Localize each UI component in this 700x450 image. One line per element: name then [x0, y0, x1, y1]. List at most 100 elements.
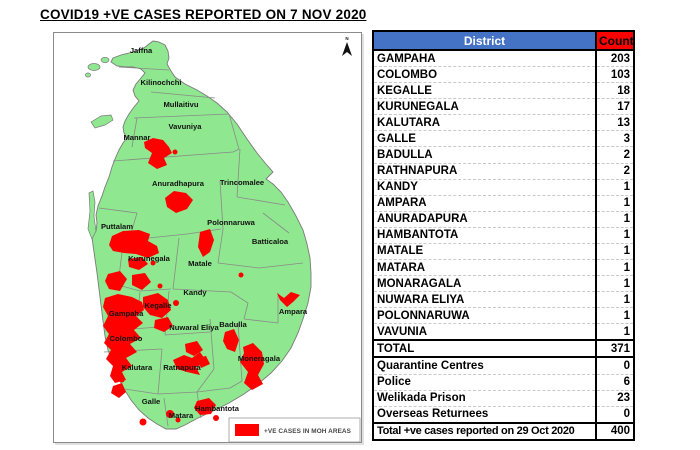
count-cell: 1 — [596, 275, 634, 292]
count-column-header: Count — [596, 31, 634, 51]
district-cell: AMPARA — [373, 194, 597, 212]
table-row: COLOMBO 103 — [373, 66, 634, 83]
district-label: Polonnaruwa — [207, 218, 255, 227]
count-cell: 1 — [596, 194, 634, 212]
count-cell: 1 — [596, 226, 634, 244]
district-cell: KEGALLE — [373, 82, 597, 99]
table-row: Total +ve cases reported on 29 Oct 2020 4… — [373, 421, 634, 440]
count-cell: 2 — [596, 146, 634, 164]
district-label: Batticaloa — [252, 237, 289, 246]
district-cell: GALLE — [373, 130, 597, 147]
count-cell: 1 — [596, 323, 634, 341]
district-label: Ampara — [279, 307, 308, 316]
covid-positive-area-patches — [103, 138, 300, 426]
district-cell: TOTAL — [373, 339, 597, 359]
district-label: Trincomalee — [220, 178, 264, 187]
count-cell: 18 — [596, 82, 634, 99]
table-row: HAMBANTOTA 1 — [373, 226, 634, 244]
sri-lanka-map-panel: Jaffna Kilinochchi Mullaitivu Vavuniya Manna… — [53, 32, 362, 443]
district-cell: POLONNARUWA — [373, 307, 597, 324]
count-cell: 0 — [596, 405, 634, 423]
district-column-header: District — [373, 31, 597, 51]
district-cell: ANURADAPURA — [373, 210, 597, 228]
table-header-row: District Count — [373, 31, 634, 51]
count-cell: 6 — [596, 373, 634, 391]
district-label: Kurunegala — [128, 254, 171, 263]
district-label: Anuradhapura — [152, 179, 205, 188]
district-label: Nuwaral Eliya — [169, 323, 219, 332]
table-row: ANURADAPURA 1 — [373, 210, 634, 228]
table-row: KANDY 1 — [373, 178, 634, 196]
offshore-islands — [85, 57, 114, 240]
district-label: Colombo — [110, 334, 143, 343]
district-cell: Quarantine Centres — [373, 356, 597, 375]
district-cell: BADULLA — [373, 146, 597, 164]
table-row: TOTAL 371 — [373, 339, 634, 359]
table-row: GALLE 3 — [373, 130, 634, 147]
district-label: Puttalam — [101, 222, 133, 231]
district-cell: MONARAGALA — [373, 275, 597, 292]
table-row: KALUTARA 13 — [373, 114, 634, 131]
district-label: Kandy — [183, 288, 207, 297]
district-label: Gampaha — [109, 309, 144, 318]
district-label: Mullaitivu — [163, 100, 198, 109]
district-label: Hambantota — [195, 404, 240, 413]
count-cell: 3 — [596, 130, 634, 147]
count-cell: 0 — [596, 356, 634, 375]
table-row: RATHNAPURA 2 — [373, 162, 634, 180]
district-label: Badulla — [219, 320, 247, 329]
district-label: Mannar — [123, 133, 150, 142]
count-cell: 1 — [596, 291, 634, 308]
district-label: Jaffna — [130, 46, 153, 55]
table-row: NUWARA ELIYA 1 — [373, 291, 634, 308]
district-cell: Overseas Returnees — [373, 405, 597, 423]
svg-text:N: N — [345, 36, 348, 41]
count-cell: 13 — [596, 114, 634, 131]
district-cell: Welikada Prison — [373, 389, 597, 407]
table-row: KEGALLE 18 — [373, 82, 634, 99]
legend-label: +VE CASES IN MOH AREAS — [264, 428, 352, 435]
district-label: Galle — [142, 397, 161, 406]
district-labels: Jaffna Kilinochchi Mullaitivu Vavuniya Manna… — [101, 46, 308, 420]
count-cell: 371 — [596, 339, 634, 359]
district-cell: GAMPAHA — [373, 49, 597, 67]
table-row: GAMPAHA 203 — [373, 49, 634, 67]
case-count-table: District Count GAMPAHA 203 COLOMBO 103 KEGAL… — [372, 30, 635, 441]
table-row: VAVUNIA 1 — [373, 323, 634, 341]
district-cell: MATARA — [373, 259, 597, 276]
table-row: MATALE 1 — [373, 242, 634, 260]
count-cell: 23 — [596, 389, 634, 407]
district-cell: COLOMBO — [373, 66, 597, 83]
district-label: Vavuniya — [169, 122, 203, 131]
case-table-body: GAMPAHA 203 COLOMBO 103 KEGALLE 18 KURUNEGALA 1… — [373, 49, 634, 440]
district-cell: Police — [373, 373, 597, 391]
count-cell: 400 — [596, 421, 634, 440]
table-row: Quarantine Centres 0 — [373, 356, 634, 375]
district-label: Kegalle — [144, 301, 171, 310]
district-cell: HAMBANTOTA — [373, 226, 597, 244]
district-label: Matara — [169, 411, 194, 420]
count-cell: 203 — [596, 49, 634, 67]
table-row: MATARA 1 — [373, 259, 634, 276]
district-cell: VAVUNIA — [373, 323, 597, 341]
district-cell: KALUTARA — [373, 114, 597, 131]
map-legend: +VE CASES IN MOH AREAS — [228, 417, 361, 442]
count-cell: 1 — [596, 307, 634, 324]
count-cell: 17 — [596, 98, 634, 115]
count-cell: 1 — [596, 259, 634, 276]
case-count-table-wrap: District Count GAMPAHA 203 COLOMBO 103 KEGAL… — [372, 30, 635, 441]
sri-lanka-map: Jaffna Kilinochchi Mullaitivu Vavuniya Manna… — [85, 36, 361, 442]
table-row: POLONNARUWA 1 — [373, 307, 634, 324]
district-cell: KURUNEGALA — [373, 98, 597, 115]
table-row: Overseas Returnees 0 — [373, 405, 634, 423]
count-cell: 1 — [596, 178, 634, 196]
count-cell: 1 — [596, 242, 634, 260]
table-row: Welikada Prison 23 — [373, 389, 634, 407]
count-cell: 103 — [596, 66, 634, 83]
district-label: Kilinochchi — [141, 78, 182, 87]
legend-swatch — [235, 424, 259, 436]
district-label: Ratnapura — [163, 363, 201, 372]
table-row: KURUNEGALA 17 — [373, 98, 634, 115]
count-cell: 2 — [596, 162, 634, 180]
table-row: Police 6 — [373, 373, 634, 391]
